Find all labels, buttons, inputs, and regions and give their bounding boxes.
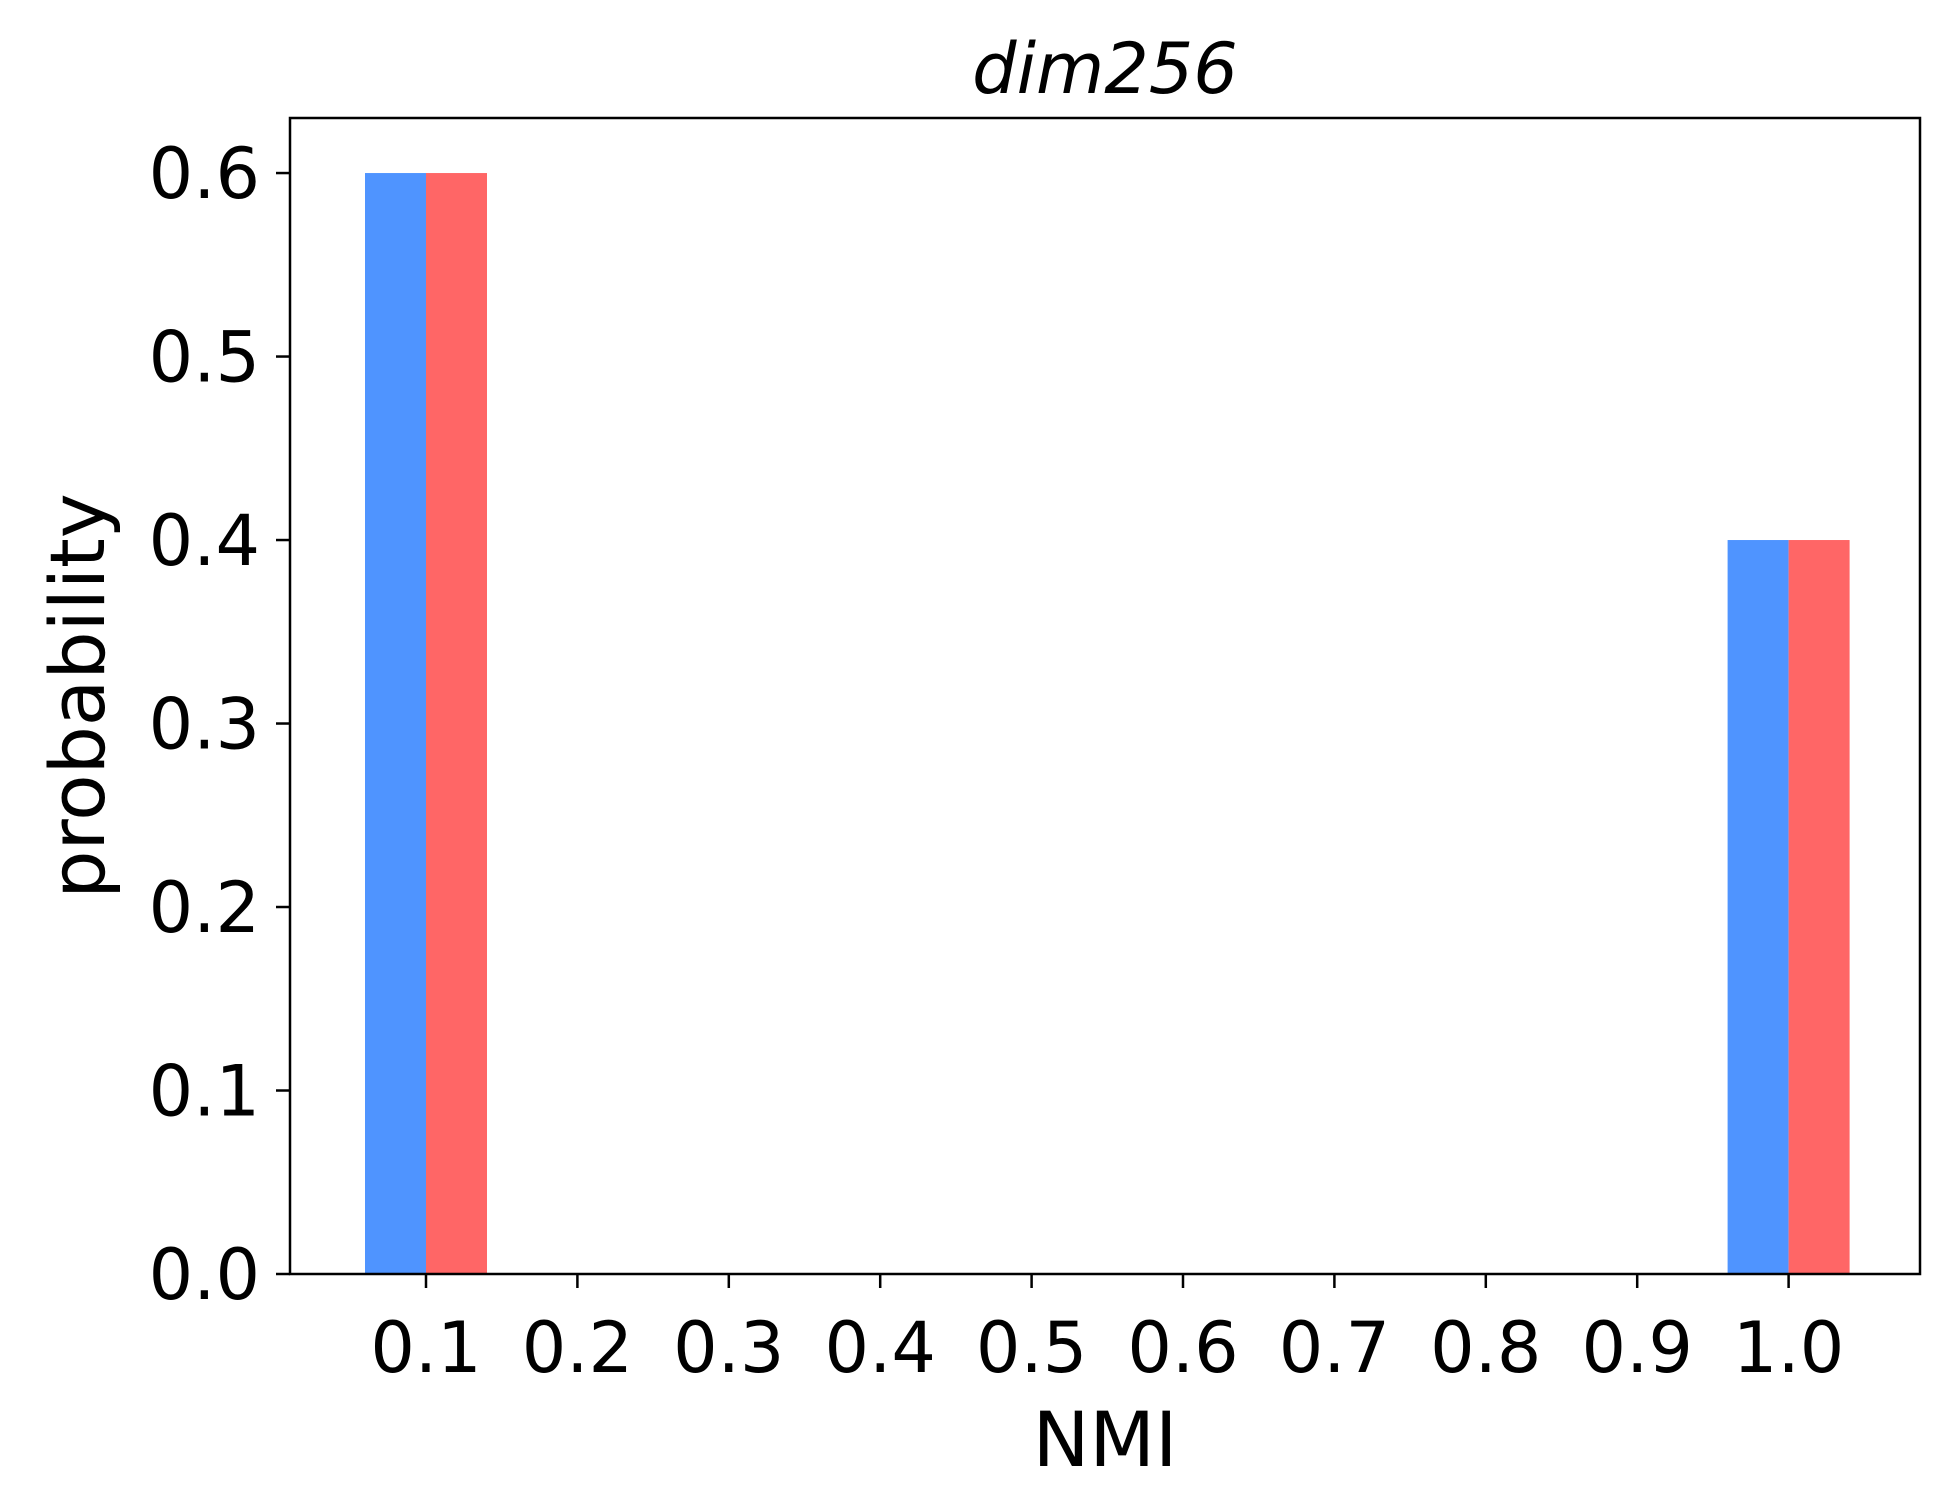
x-tick-label: 1.0 bbox=[1733, 1307, 1844, 1389]
x-tick-label: 0.3 bbox=[673, 1307, 784, 1389]
y-tick-label: 0.3 bbox=[149, 684, 260, 766]
x-tick-label: 0.2 bbox=[522, 1307, 633, 1389]
bars-group bbox=[365, 173, 1850, 1275]
x-tick-label: 0.6 bbox=[1127, 1307, 1238, 1389]
x-tick-label: 0.8 bbox=[1430, 1307, 1541, 1389]
bar-series1-0.1 bbox=[365, 173, 426, 1275]
bar-series2-0.1 bbox=[426, 173, 487, 1275]
x-tick-label: 0.4 bbox=[825, 1307, 936, 1389]
x-axis-label: NMI bbox=[1033, 1395, 1178, 1484]
x-axis-ticks: 0.1 0.2 0.3 0.4 0.5 0.6 0.7 0.8 0.9 1.0 bbox=[370, 1274, 1844, 1389]
x-tick-label: 0.9 bbox=[1582, 1307, 1693, 1389]
plot-frame bbox=[288, 116, 1922, 1276]
x-tick-label: 0.7 bbox=[1279, 1307, 1390, 1389]
y-tick-label: 0.2 bbox=[149, 867, 260, 949]
y-tick-label: 0.4 bbox=[149, 500, 260, 582]
bar-series2-1.0 bbox=[1788, 540, 1850, 1274]
y-tick-label: 0.0 bbox=[149, 1234, 260, 1316]
y-tick-label: 0.5 bbox=[149, 317, 260, 399]
y-tick-label: 0.1 bbox=[149, 1051, 260, 1133]
y-axis-ticks: 0.0 0.1 0.2 0.3 0.4 0.5 0.6 bbox=[149, 133, 290, 1316]
x-tick-label: 0.5 bbox=[976, 1307, 1087, 1389]
chart-title: dim256 bbox=[972, 28, 1238, 110]
y-axis-label: probability bbox=[33, 493, 122, 899]
bar-series1-1.0 bbox=[1727, 540, 1789, 1274]
x-tick-label: 0.1 bbox=[370, 1307, 481, 1389]
y-tick-label: 0.6 bbox=[149, 133, 260, 215]
